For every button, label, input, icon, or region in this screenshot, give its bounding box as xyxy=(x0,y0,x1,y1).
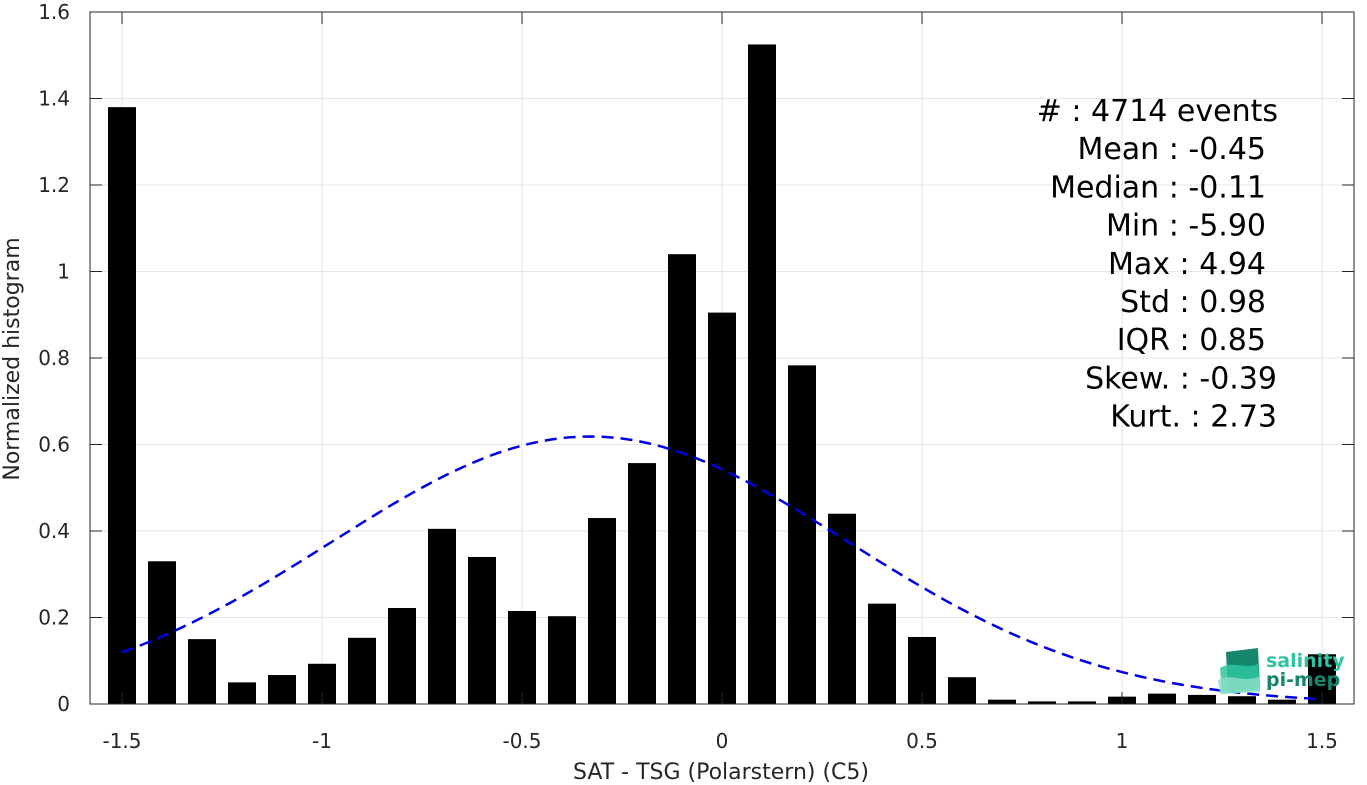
histogram-bar xyxy=(1068,701,1096,704)
y-tick-label: 1.4 xyxy=(38,87,70,111)
histogram-bar xyxy=(988,699,1016,704)
stats-line: # : 4714 events xyxy=(1037,94,1278,129)
x-tick-label: 1 xyxy=(1116,729,1129,753)
histogram-bar xyxy=(388,607,416,704)
histogram-bars xyxy=(108,44,1336,704)
salinity-pi-mep-logo: salinity pi-mep xyxy=(1218,648,1345,694)
x-tick-label: -1.5 xyxy=(102,729,141,753)
histogram-bar xyxy=(148,561,176,704)
x-tick-label: 0.5 xyxy=(906,729,938,753)
y-tick-label: 1.2 xyxy=(38,173,70,197)
x-tick-label: 1.5 xyxy=(1306,729,1338,753)
stats-line: Mean : -0.45 xyxy=(1077,132,1266,167)
logo-text-line2: pi-mep xyxy=(1266,669,1340,691)
y-tick-label: 0.8 xyxy=(38,346,70,370)
y-tick-labels: 0 0.2 0.4 0.6 0.8 1 1.2 1.4 1.6 xyxy=(38,0,70,716)
histogram-bar xyxy=(748,44,776,704)
histogram-bar xyxy=(708,312,736,704)
y-tick-label: 0.2 xyxy=(38,606,70,630)
histogram-bar xyxy=(788,365,816,704)
y-tick-label: 1.6 xyxy=(38,0,70,24)
histogram-bar xyxy=(868,603,896,704)
axis-ticks xyxy=(90,11,1354,705)
y-tick-label: 0 xyxy=(57,692,70,716)
stats-line: Max : 4.94 xyxy=(1108,247,1266,282)
x-tick-labels: -1.5 -1 -0.5 0 0.5 1 1.5 xyxy=(102,729,1337,753)
stats-line: IQR : 0.85 xyxy=(1117,323,1266,358)
y-tick-label: 0.6 xyxy=(38,433,70,457)
histogram-bar xyxy=(668,254,696,704)
stats-line: Kurt. : 2.73 xyxy=(1110,400,1277,435)
histogram-bar xyxy=(108,107,136,704)
y-tick-label: 0.4 xyxy=(38,519,70,543)
histogram-bar xyxy=(428,528,456,704)
logo-text-line1: salinity xyxy=(1266,650,1345,672)
stats-line: Skew. : -0.39 xyxy=(1085,361,1277,396)
x-tick-label: 0 xyxy=(716,729,729,753)
x-tick-label: -0.5 xyxy=(502,729,541,753)
histogram-bar xyxy=(1028,701,1056,704)
y-tick-label: 1 xyxy=(57,260,70,284)
histogram-bar xyxy=(228,682,256,704)
histogram-bar xyxy=(268,675,296,704)
stats-line: Std : 0.98 xyxy=(1120,285,1266,320)
histogram-bar xyxy=(348,637,376,704)
x-axis-label: SAT - TSG (Polarstern) (C5) xyxy=(573,760,869,785)
histogram-bar xyxy=(468,556,496,704)
histogram-bar xyxy=(588,518,616,704)
histogram-bar xyxy=(548,616,576,704)
histogram-bar xyxy=(1148,693,1176,704)
histogram-bar xyxy=(1228,696,1256,704)
logo-mark-icon xyxy=(1218,648,1260,694)
y-axis-label: Normalized histogram xyxy=(0,237,25,480)
histogram-bar xyxy=(508,611,536,704)
histogram-bar xyxy=(1188,694,1216,704)
histogram-bar xyxy=(188,639,216,704)
histogram-bar xyxy=(628,463,656,704)
normal-fit-curve xyxy=(121,435,1323,701)
stats-line: Median : -0.11 xyxy=(1050,170,1266,205)
x-tick-label: -1 xyxy=(312,729,332,753)
histogram-bar xyxy=(828,513,856,704)
histogram-bar xyxy=(1268,699,1296,704)
stats-line: Min : -5.90 xyxy=(1106,209,1266,244)
histogram-bar xyxy=(948,677,976,704)
